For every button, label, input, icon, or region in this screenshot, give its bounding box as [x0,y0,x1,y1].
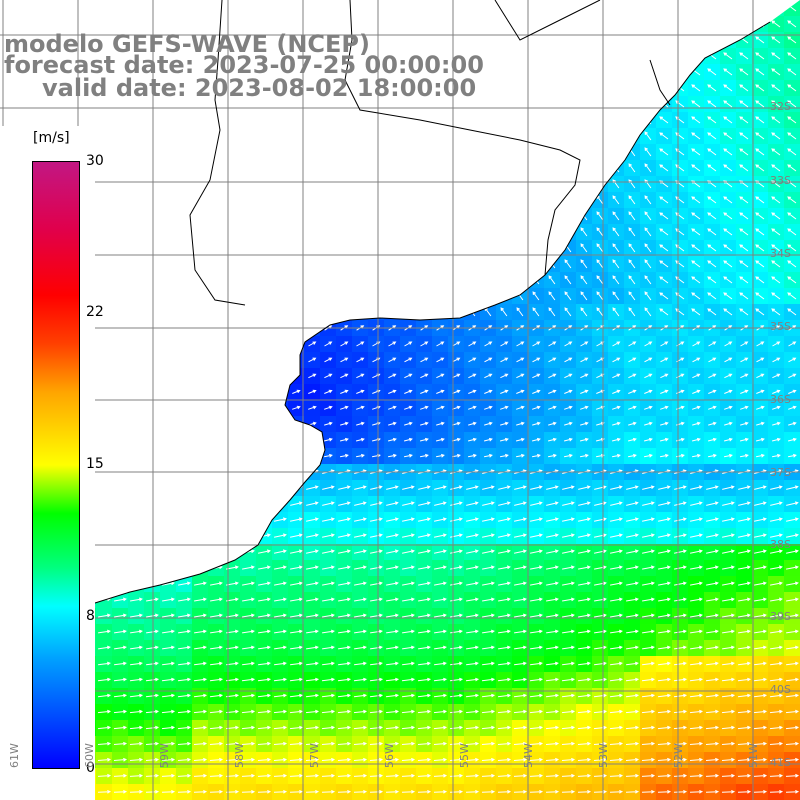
lon-label-52W: 52W [672,743,685,768]
lon-label-56W: 56W [383,743,396,768]
border-line-0 [189,0,246,306]
model-title: modelo GEFS-WAVE (NCEP) [4,30,370,58]
colorbar-tick-8: 8 [86,608,95,624]
colorbar [32,161,80,769]
lat-label-39S: 39S [770,610,791,623]
lon-label-61W: 61W [8,743,21,768]
lon-label-53W: 53W [597,743,610,768]
lon-label-60W: 60W [83,743,96,768]
lat-label-41S: 41S [770,756,791,769]
border-line-1 [344,0,581,276]
valid-date: valid date: 2023-08-02 18:00:00 [42,74,477,102]
lat-label-35S: 35S [770,320,791,333]
colorbar-unit-label: [m/s] [33,130,70,146]
lat-label-37S: 37S [770,466,791,479]
lon-label-54W: 54W [522,743,535,768]
lat-label-40S: 40S [770,683,791,696]
lat-label-38S: 38S [770,538,791,551]
lon-label-51W: 51W [747,743,760,768]
lon-label-58W: 58W [233,743,246,768]
lat-label-33S: 33S [770,174,791,187]
lat-label-34S: 34S [770,247,791,260]
lat-label-36S: 36S [770,393,791,406]
lon-label-57W: 57W [308,743,321,768]
coastline [0,21,771,619]
colorbar-tick-0: 0 [86,760,95,776]
colorbar-tick-15: 15 [86,456,104,472]
colorbar-tick-30: 30 [86,153,104,169]
lat-label-32S: 32S [770,100,791,113]
forecast-date: forecast date: 2023-07-25 00:00:00 [4,51,484,79]
border-line-3 [649,59,671,106]
border-line-2 [494,0,601,41]
lon-label-59W: 59W [158,743,171,768]
lon-label-55W: 55W [458,743,471,768]
colorbar-tick-22: 22 [86,304,104,320]
